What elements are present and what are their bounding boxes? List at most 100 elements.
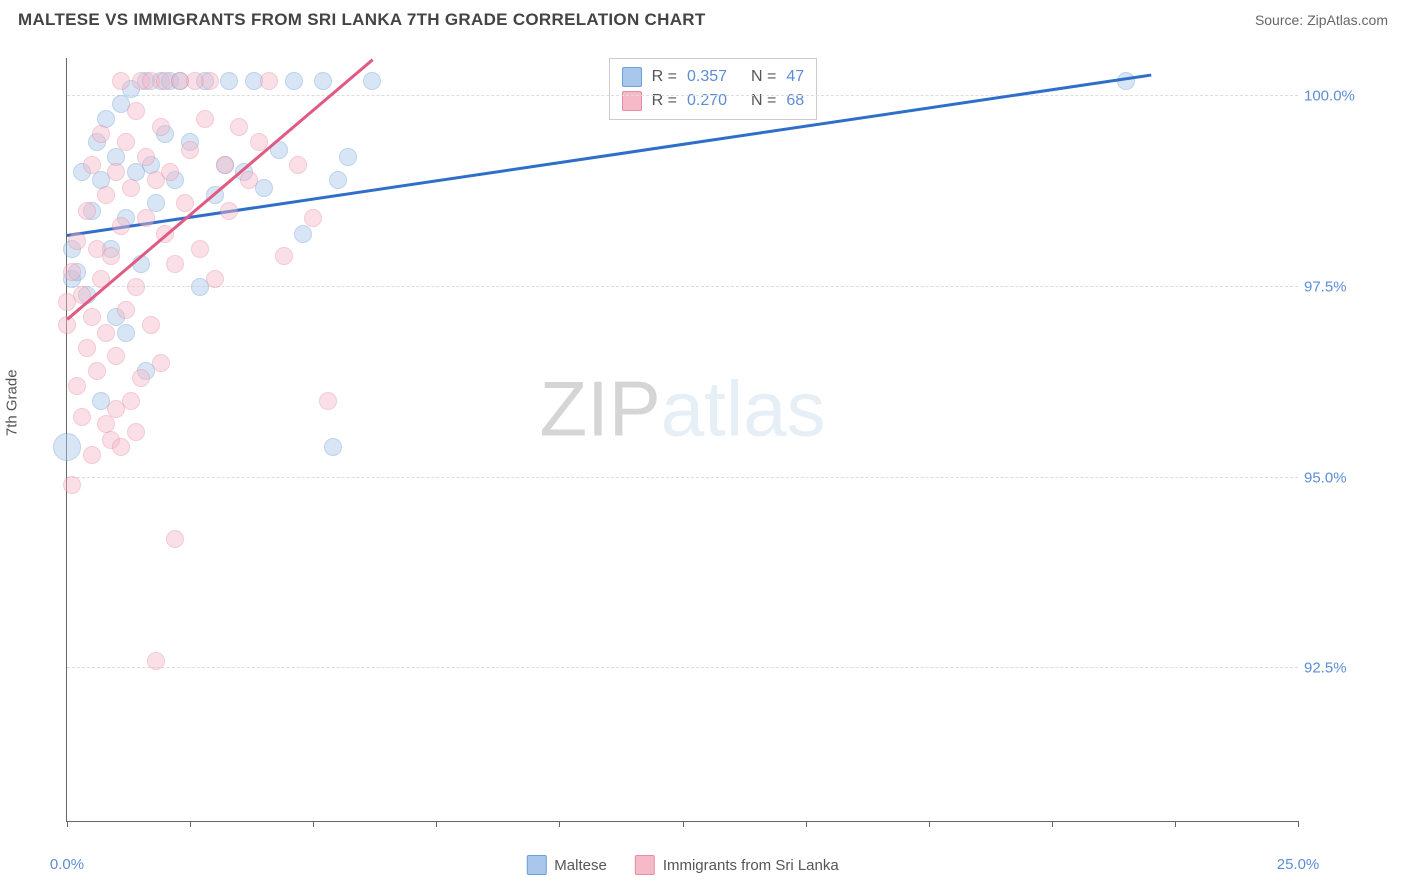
data-point (339, 148, 357, 166)
chart-title: MALTESE VS IMMIGRANTS FROM SRI LANKA 7TH… (18, 10, 706, 30)
stats-row: R = 0.270N = 68 (622, 89, 805, 113)
gridline (67, 286, 1298, 287)
x-tick-mark (559, 821, 560, 827)
data-point (117, 324, 135, 342)
x-tick-mark (929, 821, 930, 827)
data-point (78, 202, 96, 220)
stats-box: R = 0.357N = 47R = 0.270N = 68 (609, 58, 818, 120)
data-point (112, 438, 130, 456)
data-point (63, 263, 81, 281)
data-point (152, 354, 170, 372)
data-point (127, 102, 145, 120)
watermark-part1: ZIP (539, 364, 660, 452)
y-tick-label: 97.5% (1304, 278, 1384, 295)
data-point (107, 347, 125, 365)
data-point (97, 415, 115, 433)
data-point (220, 202, 238, 220)
data-point (220, 72, 238, 90)
data-point (122, 179, 140, 197)
data-point (63, 476, 81, 494)
stats-r-label: R = (652, 68, 677, 86)
data-point (83, 446, 101, 464)
data-point (166, 530, 184, 548)
data-point (294, 225, 312, 243)
data-point (92, 125, 110, 143)
data-point (88, 362, 106, 380)
plot-area: ZIPatlas R = 0.357N = 47R = 0.270N = 68 … (66, 58, 1298, 822)
data-point (1117, 72, 1135, 90)
data-point (240, 171, 258, 189)
gridline (67, 477, 1298, 478)
data-point (201, 72, 219, 90)
data-point (97, 186, 115, 204)
data-point (68, 377, 86, 395)
data-point (230, 118, 248, 136)
stats-n-label: N = (751, 68, 776, 86)
data-point (127, 423, 145, 441)
legend: Maltese Immigrants from Sri Lanka (526, 855, 838, 875)
data-point (166, 255, 184, 273)
data-point (137, 148, 155, 166)
data-point (152, 118, 170, 136)
x-tick-mark (1052, 821, 1053, 827)
data-point (161, 163, 179, 181)
data-point (112, 72, 130, 90)
data-point (78, 339, 96, 357)
data-point (260, 72, 278, 90)
watermark: ZIPatlas (539, 363, 825, 454)
data-point (107, 163, 125, 181)
data-point (68, 232, 86, 250)
data-point (127, 278, 145, 296)
gridline (67, 667, 1298, 668)
stats-r-value: 0.357 (687, 68, 727, 86)
data-point (83, 156, 101, 174)
x-tick-label: 0.0% (50, 856, 84, 873)
data-point (117, 301, 135, 319)
data-point (97, 324, 115, 342)
legend-item-srilanka: Immigrants from Sri Lanka (635, 855, 839, 875)
data-point (275, 247, 293, 265)
data-point (191, 240, 209, 258)
data-point (132, 369, 150, 387)
watermark-part2: atlas (661, 364, 826, 452)
data-point (319, 392, 337, 410)
data-point (147, 652, 165, 670)
data-point (112, 217, 130, 235)
y-tick-label: 92.5% (1304, 660, 1384, 677)
swatch-icon (526, 855, 546, 875)
data-point (102, 247, 120, 265)
source-label: Source: ZipAtlas.com (1255, 12, 1388, 28)
header: MALTESE VS IMMIGRANTS FROM SRI LANKA 7TH… (0, 0, 1406, 36)
x-tick-label: 25.0% (1277, 856, 1320, 873)
x-tick-mark (313, 821, 314, 827)
y-tick-label: 100.0% (1304, 88, 1384, 105)
swatch-icon (622, 67, 642, 87)
gridline (67, 95, 1298, 96)
swatch-icon (635, 855, 655, 875)
swatch-icon (622, 91, 642, 111)
data-point (363, 72, 381, 90)
data-point (216, 156, 234, 174)
x-tick-mark (1175, 821, 1176, 827)
data-point (137, 209, 155, 227)
y-tick-label: 95.0% (1304, 469, 1384, 486)
stats-row: R = 0.357N = 47 (622, 65, 805, 89)
data-point (142, 316, 160, 334)
legend-label: Maltese (554, 857, 607, 874)
legend-label: Immigrants from Sri Lanka (663, 857, 839, 874)
data-point (285, 72, 303, 90)
data-point (83, 308, 101, 326)
x-tick-mark (683, 821, 684, 827)
y-axis-label: 7th Grade (4, 369, 21, 436)
chart-container: 7th Grade ZIPatlas R = 0.357N = 47R = 0.… (18, 40, 1388, 882)
data-point (324, 438, 342, 456)
x-tick-mark (67, 821, 68, 827)
data-point (181, 141, 199, 159)
data-point (289, 156, 307, 174)
data-point (117, 133, 135, 151)
data-point (206, 270, 224, 288)
x-tick-mark (436, 821, 437, 827)
data-point (314, 72, 332, 90)
x-tick-mark (1298, 821, 1299, 827)
x-tick-mark (806, 821, 807, 827)
